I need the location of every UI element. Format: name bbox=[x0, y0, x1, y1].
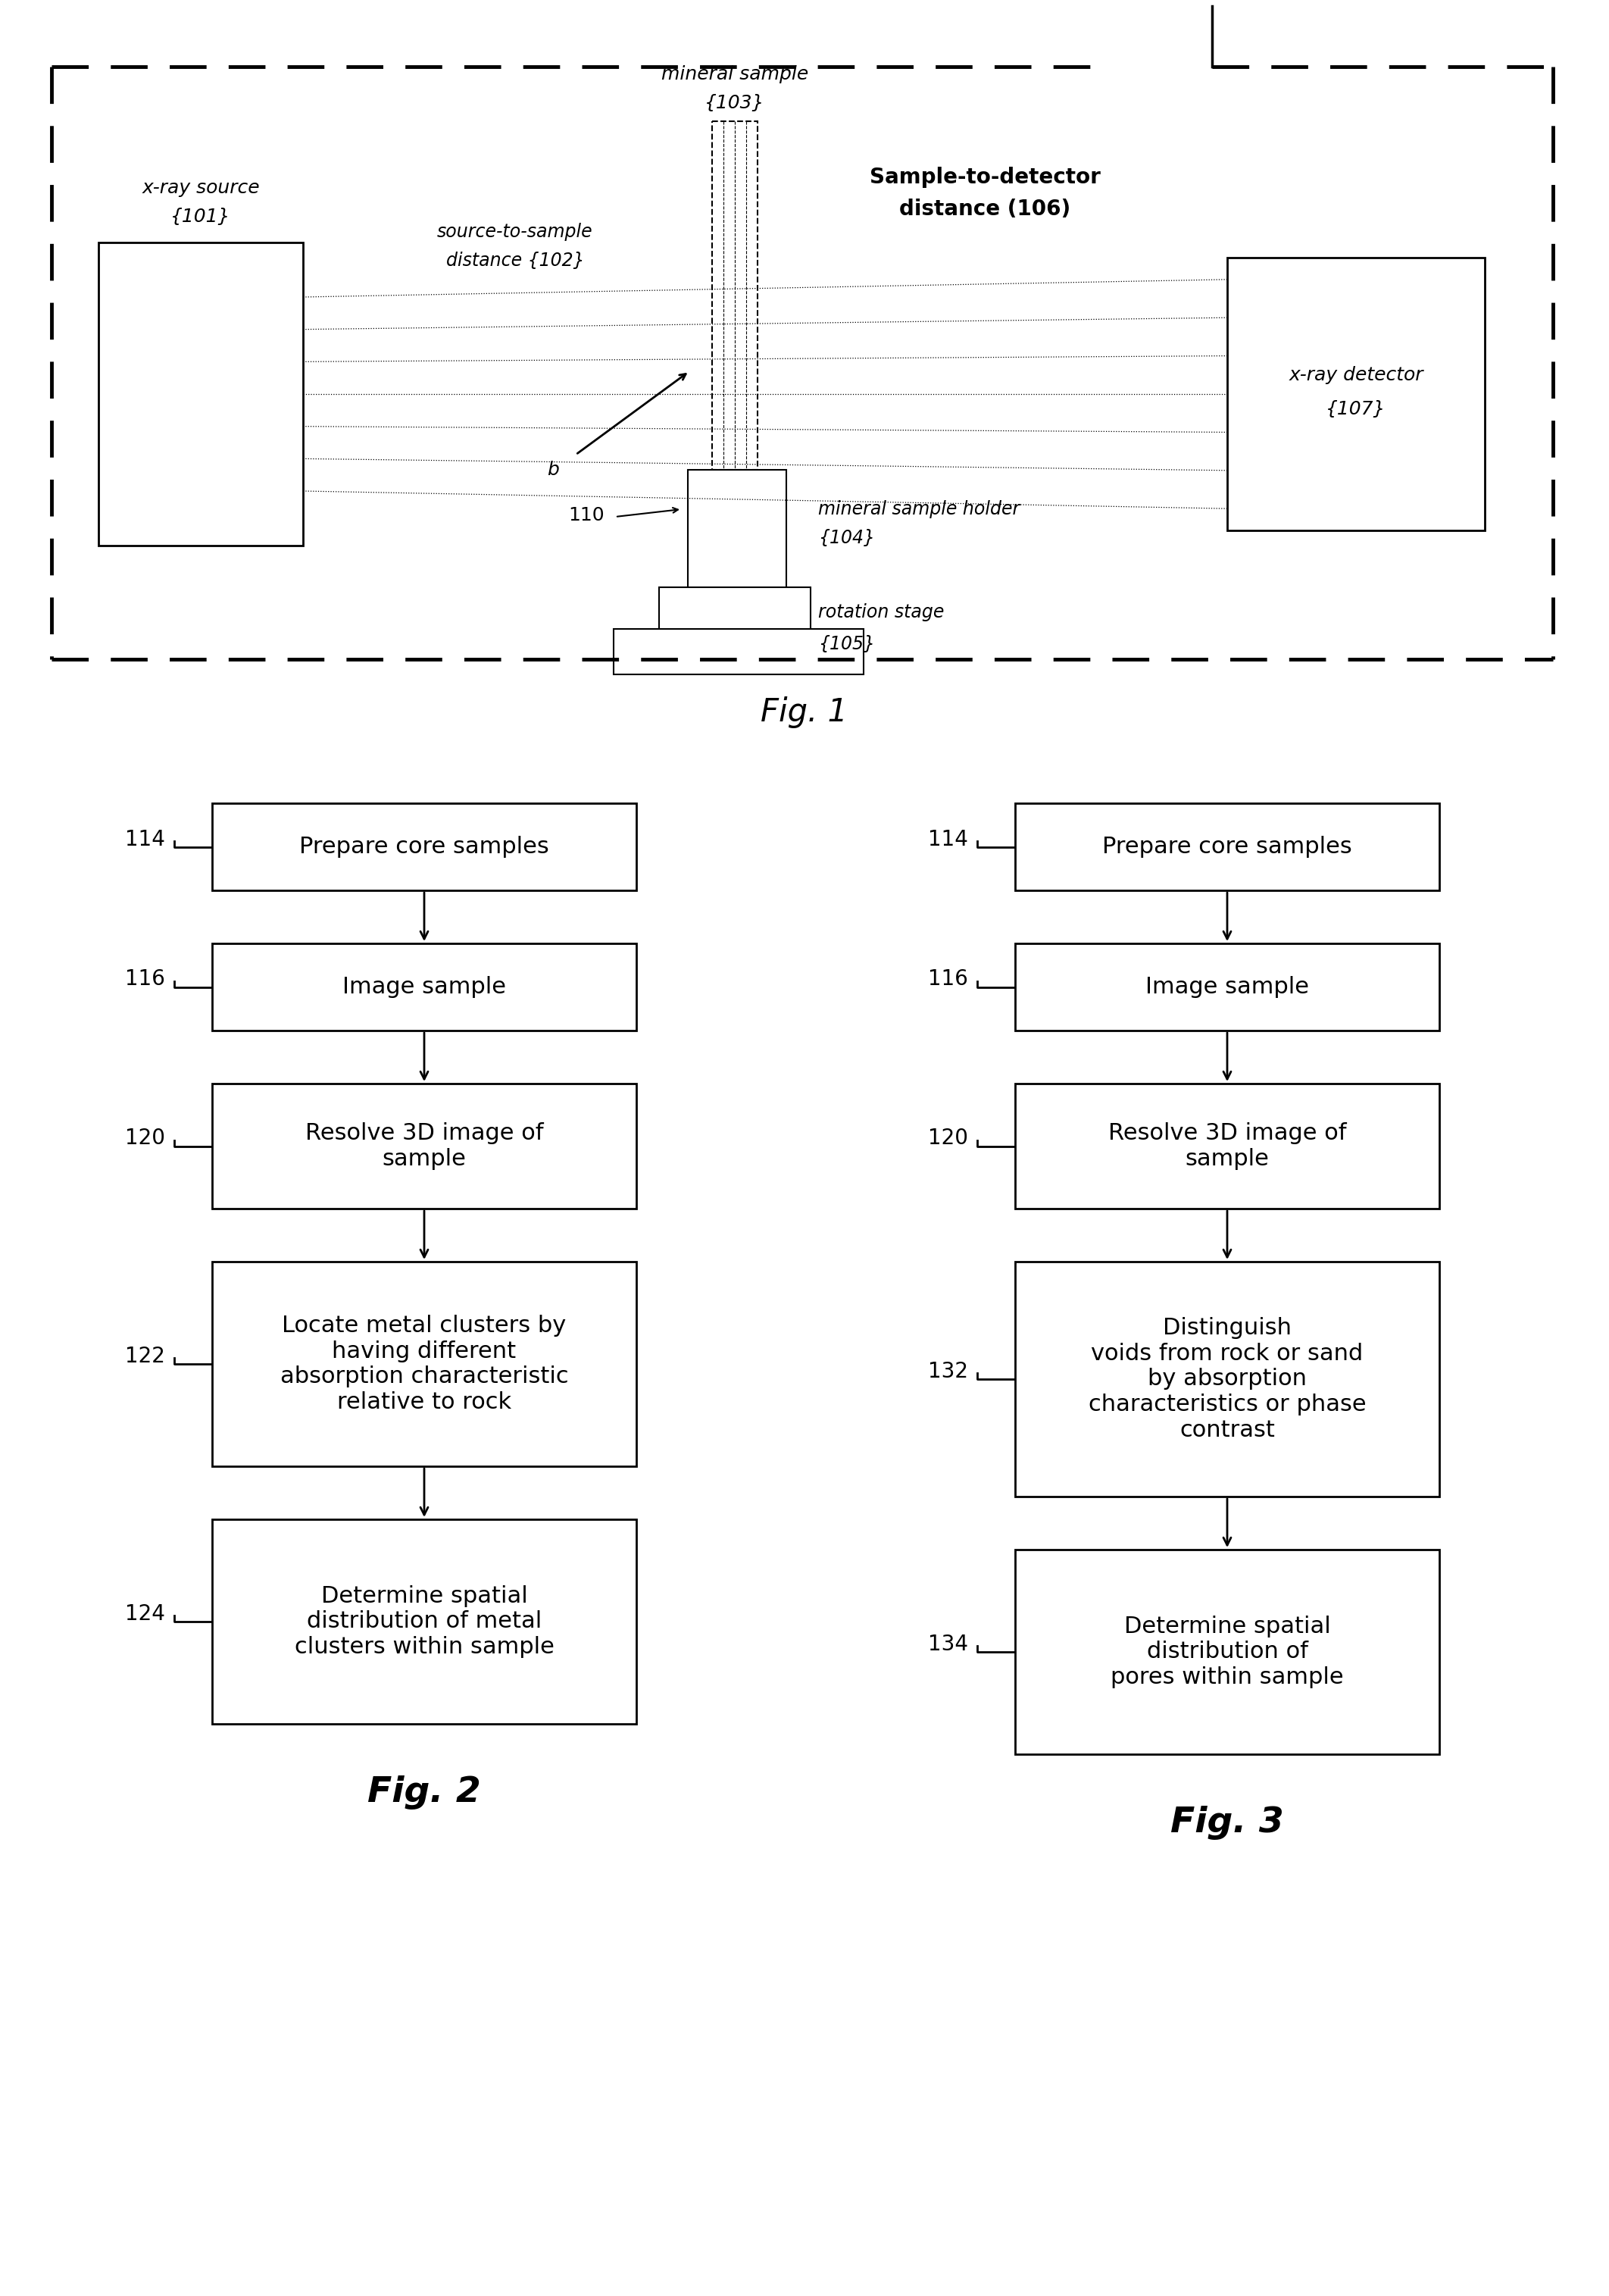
Text: {104}: {104} bbox=[817, 528, 875, 546]
Bar bbox=[1015, 804, 1440, 891]
Text: 132: 132 bbox=[928, 1362, 969, 1382]
Bar bbox=[212, 1084, 636, 1208]
Text: Fig. 3: Fig. 3 bbox=[1170, 1805, 1284, 1839]
Text: Prepare core samples: Prepare core samples bbox=[1102, 836, 1352, 859]
Text: 114: 114 bbox=[928, 829, 969, 850]
Bar bbox=[687, 471, 787, 590]
Text: {101}: {101} bbox=[171, 207, 230, 225]
Text: Resolve 3D image of
sample: Resolve 3D image of sample bbox=[306, 1123, 544, 1171]
Text: distance {102}: distance {102} bbox=[446, 253, 584, 269]
Text: Image sample: Image sample bbox=[1146, 976, 1310, 999]
Bar bbox=[212, 804, 636, 891]
Text: distance (106): distance (106) bbox=[899, 197, 1070, 220]
Bar bbox=[1015, 1084, 1440, 1208]
Text: 120: 120 bbox=[928, 1127, 969, 1148]
Text: Fig. 1: Fig. 1 bbox=[761, 696, 848, 728]
Text: source-to-sample: source-to-sample bbox=[438, 223, 594, 241]
Text: Resolve 3D image of
sample: Resolve 3D image of sample bbox=[1109, 1123, 1347, 1171]
Text: rotation stage: rotation stage bbox=[817, 604, 944, 622]
Bar bbox=[212, 1263, 636, 1467]
Text: {105}: {105} bbox=[817, 636, 875, 652]
Bar bbox=[212, 944, 636, 1031]
Text: Sample-to-detector: Sample-to-detector bbox=[869, 168, 1101, 188]
Text: x-ray detector: x-ray detector bbox=[1289, 365, 1424, 383]
Bar bbox=[1228, 257, 1485, 530]
Text: Locate metal clusters by
having different
absorption characteristic
relative to : Locate metal clusters by having differen… bbox=[280, 1316, 568, 1412]
Text: x-ray source: x-ray source bbox=[142, 179, 259, 197]
Text: 114: 114 bbox=[126, 829, 166, 850]
Text: Determine spatial
distribution of
pores within sample: Determine spatial distribution of pores … bbox=[1110, 1616, 1344, 1688]
Text: Determine spatial
distribution of metal
clusters within sample: Determine spatial distribution of metal … bbox=[294, 1584, 553, 1658]
Text: b: b bbox=[547, 461, 558, 480]
Text: 110: 110 bbox=[568, 505, 605, 523]
Bar bbox=[660, 588, 811, 634]
Text: 120: 120 bbox=[126, 1127, 166, 1148]
Text: Image sample: Image sample bbox=[343, 976, 507, 999]
Text: {107}: {107} bbox=[1326, 400, 1385, 418]
Bar bbox=[1015, 1550, 1440, 1754]
Text: 134: 134 bbox=[928, 1635, 969, 1655]
Bar bbox=[713, 122, 758, 471]
Text: mineral sample: mineral sample bbox=[661, 64, 808, 83]
Text: 116: 116 bbox=[126, 969, 166, 990]
Text: {103}: {103} bbox=[705, 94, 764, 113]
Text: Prepare core samples: Prepare core samples bbox=[299, 836, 549, 859]
Bar bbox=[1015, 944, 1440, 1031]
Text: 116: 116 bbox=[928, 969, 969, 990]
Bar bbox=[1015, 1263, 1440, 1497]
Text: 124: 124 bbox=[126, 1603, 166, 1626]
Bar bbox=[613, 629, 864, 675]
Text: Distinguish
voids from rock or sand
by absorption
characteristics or phase
contr: Distinguish voids from rock or sand by a… bbox=[1088, 1318, 1366, 1442]
Text: Fig. 2: Fig. 2 bbox=[367, 1775, 481, 1809]
Bar bbox=[212, 1520, 636, 1724]
Bar bbox=[98, 243, 302, 546]
Text: 122: 122 bbox=[126, 1345, 166, 1366]
Text: mineral sample holder: mineral sample holder bbox=[817, 501, 1020, 519]
